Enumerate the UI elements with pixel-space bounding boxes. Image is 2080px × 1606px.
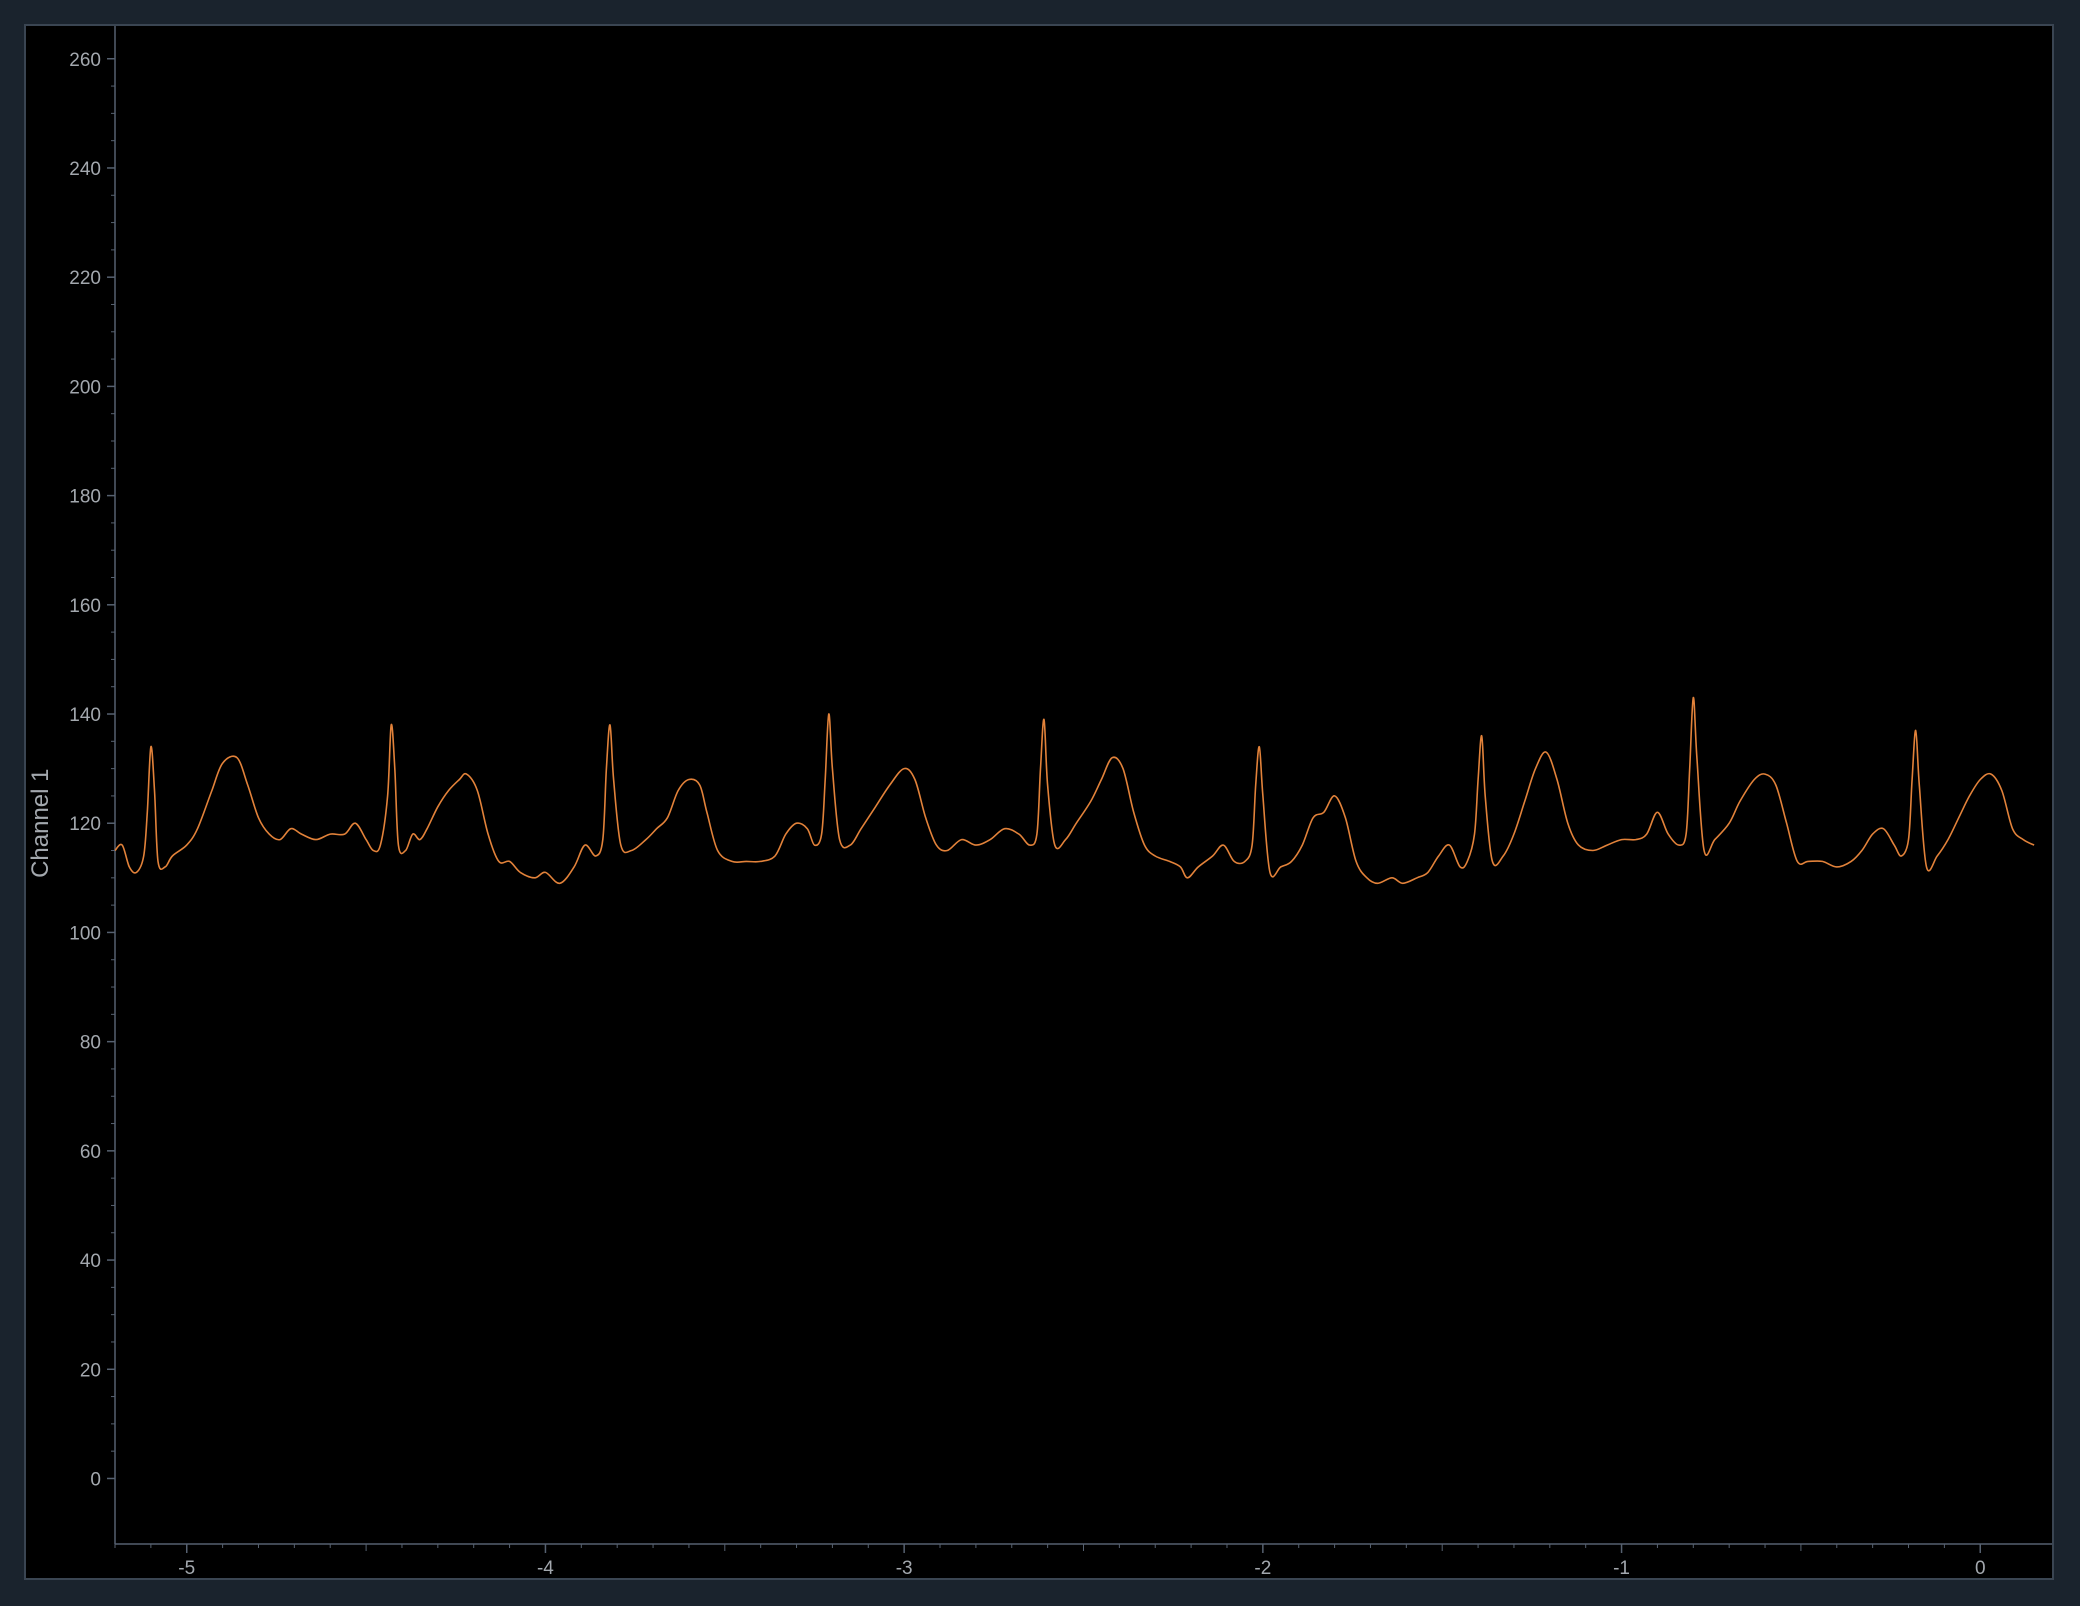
y-axis-title: Channel 1 xyxy=(27,769,54,878)
y-tick-label: 140 xyxy=(69,705,101,726)
y-tick-label: 180 xyxy=(69,487,101,508)
x-ticks: -5 -4 -3 -2 -1 0 xyxy=(114,1544,1986,1578)
y-tick-label: 240 xyxy=(69,159,101,180)
axes xyxy=(114,26,2052,1545)
x-tick-label: -2 xyxy=(1254,1558,1271,1578)
y-tick-label: 0 xyxy=(90,1469,101,1490)
y-tick-label: 160 xyxy=(69,596,101,617)
y-tick-label: 80 xyxy=(80,1033,101,1054)
channel-1-trace xyxy=(114,696,2035,885)
y-ticks: 0 20 40 60 80 100 120 140 160 180 200 220 240 260 xyxy=(69,50,115,1490)
y-tick-label: 60 xyxy=(80,1142,101,1163)
y-tick-label: 260 xyxy=(69,50,101,71)
y-tick-label: 220 xyxy=(69,268,101,289)
y-tick-label: 200 xyxy=(69,377,101,398)
y-tick-label: 120 xyxy=(69,814,101,835)
y-tick-label: 100 xyxy=(69,923,101,944)
x-tick-label: -3 xyxy=(896,1558,913,1578)
x-tick-label: -4 xyxy=(537,1558,554,1578)
plot-window: 0 20 40 60 80 100 120 140 160 180 200 220 240 260 -5-… xyxy=(24,24,2054,1580)
x-tick-label: 0 xyxy=(1975,1558,1986,1578)
x-tick-label: -5 xyxy=(178,1558,195,1578)
x-tick-label: -1 xyxy=(1613,1558,1630,1578)
y-tick-label: 20 xyxy=(80,1360,101,1381)
y-tick-label: 40 xyxy=(80,1251,101,1272)
